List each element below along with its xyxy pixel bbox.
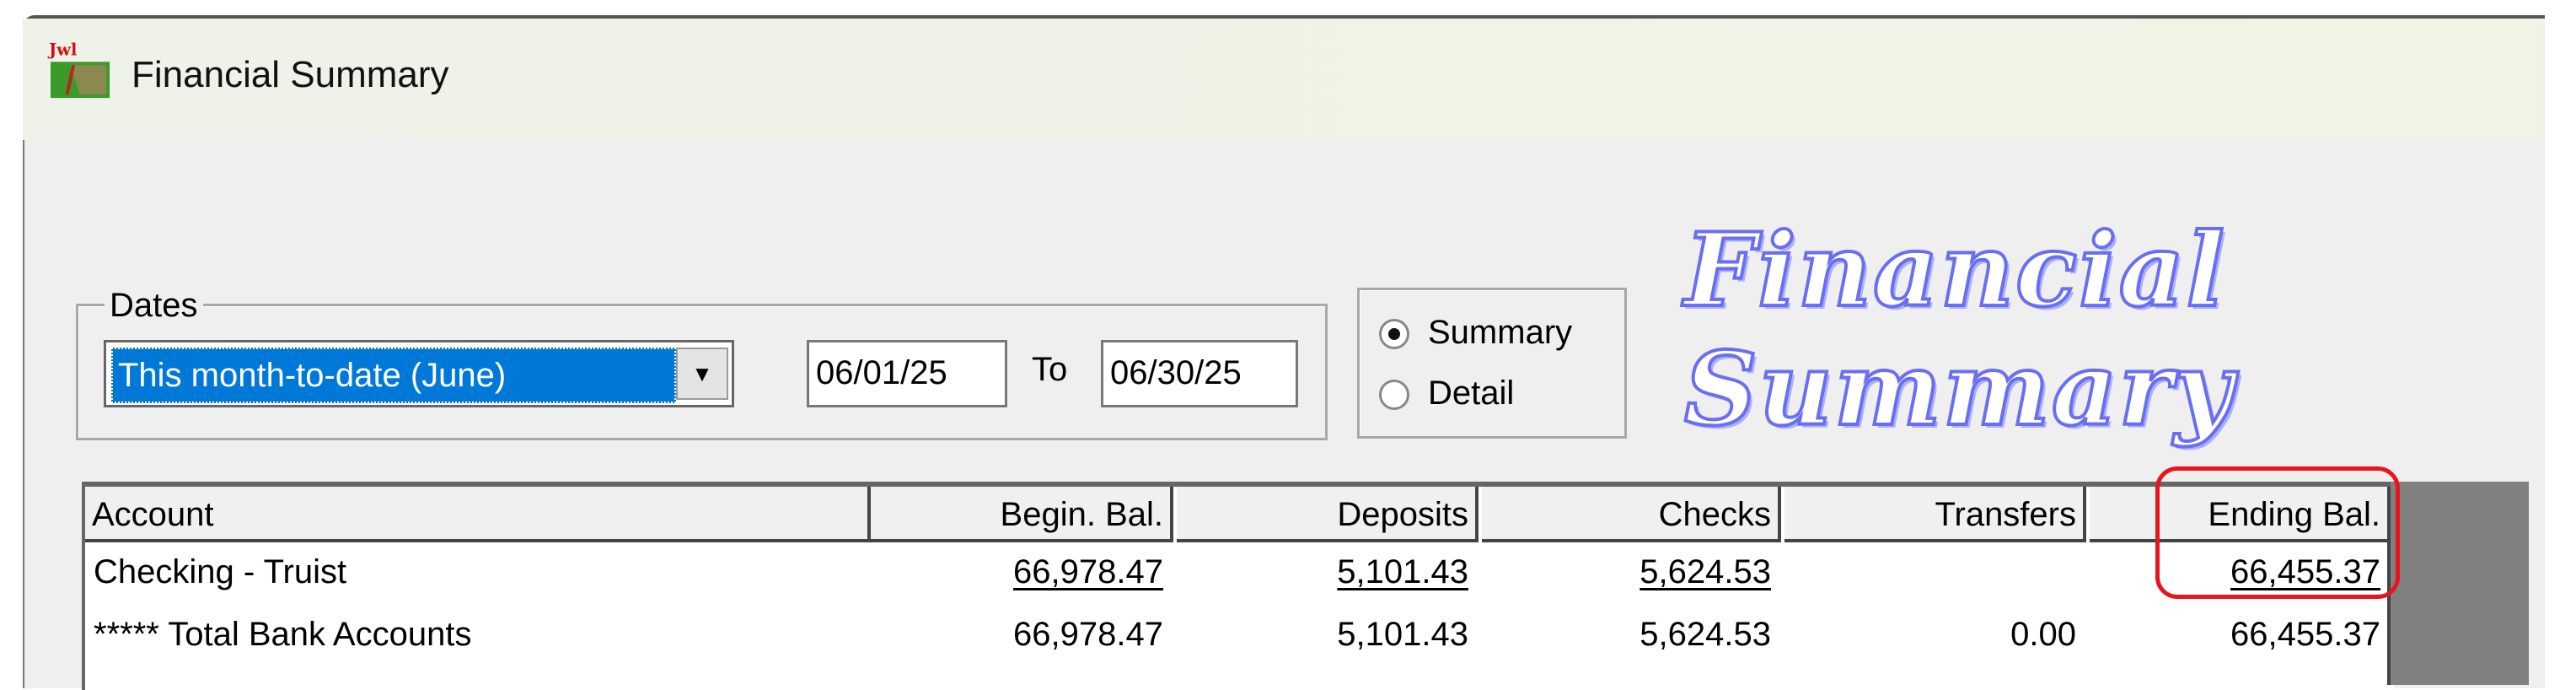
column-header-ending-bal[interactable]: Ending Bal. xyxy=(2090,487,2391,542)
date-range-dropdown[interactable]: This month-to-date (June) ▼ xyxy=(104,340,734,407)
from-date-input[interactable]: 06/01/25 xyxy=(807,340,1007,407)
to-date-input[interactable]: 06/30/25 xyxy=(1101,340,1298,407)
begin-bal-cell: 66,978.47 xyxy=(1013,553,1163,590)
dates-groupbox xyxy=(76,304,1328,440)
begin-bal-cell: 66,978.47 xyxy=(1013,616,1163,653)
table-row[interactable]: ***** Total Bank Accounts 66,978.47 5,10… xyxy=(85,616,2391,666)
table-empty-area xyxy=(2391,482,2529,685)
jewel-app-icon: Jwl xyxy=(47,40,110,99)
svg-text:Jwl: Jwl xyxy=(47,40,77,59)
summary-radio[interactable]: Summary xyxy=(1379,314,1572,352)
detail-radio[interactable]: Detail xyxy=(1379,375,1514,412)
ending-bal-cell: 66,455.37 xyxy=(2230,553,2380,590)
account-cell: ***** Total Bank Accounts xyxy=(94,616,472,653)
date-range-selected[interactable]: This month-to-date (June) xyxy=(111,348,676,403)
transfers-cell: 0.00 xyxy=(2010,616,2076,653)
checks-cell: 5,624.53 xyxy=(1640,553,1771,590)
ending-bal-cell: 66,455.37 xyxy=(2230,616,2380,653)
highlight-annotation xyxy=(2155,466,2400,599)
banner-logo-text: Financial Summary xyxy=(1682,209,2235,450)
dates-label: Dates xyxy=(105,287,203,325)
to-label: To xyxy=(1032,351,1068,388)
detail-label: Detail xyxy=(1428,375,1515,412)
column-header-deposits[interactable]: Deposits xyxy=(1177,487,1479,542)
radio-selected-icon xyxy=(1379,319,1409,350)
checks-cell: 5,624.53 xyxy=(1640,616,1771,653)
column-header-transfers[interactable]: Transfers xyxy=(1784,487,2086,542)
deposits-cell: 5,101.43 xyxy=(1337,553,1468,590)
column-divider xyxy=(2387,542,2391,685)
title-bar xyxy=(23,19,2543,140)
deposits-cell: 5,101.43 xyxy=(1337,616,1468,653)
summary-label: Summary xyxy=(1428,314,1573,351)
column-header-account[interactable]: Account xyxy=(85,487,871,542)
column-header-begin-bal[interactable]: Begin. Bal. xyxy=(871,487,1173,542)
dropdown-arrow-button[interactable]: ▼ xyxy=(676,348,728,400)
radio-unselected-icon xyxy=(1379,380,1409,411)
chevron-down-icon: ▼ xyxy=(691,361,713,386)
window-title: Financial Summary xyxy=(131,54,449,95)
view-mode-groupbox xyxy=(1357,288,1627,439)
column-header-checks[interactable]: Checks xyxy=(1482,487,1781,542)
table-row[interactable]: Checking - Truist 66,978.47 5,101.43 5,6… xyxy=(85,553,2391,604)
account-cell: Checking - Truist xyxy=(94,553,347,590)
